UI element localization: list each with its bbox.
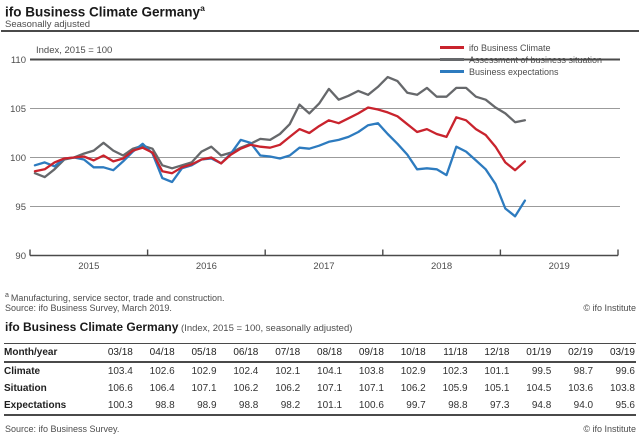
x-tick-label: 2017 [313, 261, 334, 272]
value-cell: 95.6 [594, 397, 636, 416]
value-cell: 98.2 [259, 397, 302, 416]
legend: ifo Business Climate Assessment of busin… [440, 43, 602, 77]
value-cell: 107.1 [191, 383, 217, 394]
value-cell: 98.8 [217, 397, 260, 416]
month-column-header: 06/18 [217, 343, 260, 363]
month-column-header: 10/18 [384, 343, 427, 363]
value-cell: 98.9 [175, 397, 218, 416]
value-cell: 100.6 [343, 397, 385, 416]
business-climate-chart: Index, 2015 = 100 110 105 100 95 90 2015… [10, 43, 620, 272]
value-cell: 104.5 [526, 383, 552, 394]
series-line-situation [33, 75, 527, 179]
x-tick-label: 2019 [549, 261, 570, 272]
month-column-header: 04/18 [133, 343, 176, 363]
value-cell: 103.8 [358, 366, 384, 377]
month-column-header: 12/18 [468, 343, 511, 363]
value-cell: 99.7 [384, 397, 427, 416]
chart-copyright: © ifo Institute [583, 303, 636, 313]
value-cell: 105.1 [484, 383, 510, 394]
month-column-header: 07/18 [259, 343, 302, 363]
y-tick-label: 100 [10, 153, 26, 164]
value-cell: 98.8 [133, 397, 176, 416]
page-subtitle: Seasonally adjusted [5, 19, 91, 30]
value-cell: 103.6 [568, 383, 594, 394]
title-footnote-marker: a [200, 3, 205, 13]
value-cell: 107.1 [358, 383, 384, 394]
month-column-header: 08/18 [301, 343, 344, 363]
page-title: ifo Business Climate Germanya [5, 3, 205, 20]
legend-label-situation: Assessment of business situation [469, 55, 602, 65]
value-cell: 102.9 [400, 366, 426, 377]
value-cell: 103.4 [107, 366, 133, 377]
value-cell: 102.1 [275, 366, 301, 377]
month-year-header: Month/year [4, 343, 92, 363]
value-cell: 102.6 [149, 366, 175, 377]
series-line-climate [33, 106, 527, 175]
value-cell: 101.1 [301, 397, 344, 416]
chart-footnote: a Manufacturing, service sector, trade an… [5, 292, 225, 303]
value-cell: 97.3 [468, 397, 511, 416]
series-line-expectations [33, 122, 527, 218]
value-cell: 105.9 [442, 383, 468, 394]
table-row-expectations: Expectations 100.3 98.8 98.9 98.8 98.2 101.1 10… [4, 397, 636, 416]
month-column-header: 11/18 [426, 343, 469, 363]
value-cell: 102.3 [442, 366, 468, 377]
x-tick-label: 2016 [196, 261, 217, 272]
x-tick-label: 2018 [431, 261, 452, 272]
month-column-header: 01/19 [510, 343, 553, 363]
axis-unit-note: Index, 2015 = 100 [36, 45, 112, 56]
value-cell: 98.7 [573, 366, 594, 377]
table-header-row: Month/year 03/18 04/18 05/18 06/18 07/18 08/18… [4, 343, 636, 363]
table-row-climate: Climate 103.4 102.6 102.9 102.4 102.1 104.1 103… [4, 362, 636, 380]
legend-label-expectations: Business expectations [469, 67, 559, 77]
y-tick-label: 90 [15, 251, 26, 262]
value-cell: 94.8 [510, 397, 553, 416]
value-cell: 99.6 [615, 366, 635, 377]
value-cell: 94.0 [552, 397, 595, 416]
value-cell: 107.1 [317, 383, 343, 394]
page-title-text: ifo Business Climate Germany [5, 4, 201, 20]
table-source: Source: ifo Business Survey. [5, 424, 120, 434]
footnote-marker: a [5, 292, 9, 299]
y-tick-label: 110 [11, 55, 26, 66]
value-cell: 106.2 [400, 383, 426, 394]
table-copyright: © ifo Institute [583, 424, 636, 434]
header-divider [1, 30, 639, 32]
value-cell: 98.8 [426, 397, 469, 416]
monthly-values-table: Month/year 03/18 04/18 05/18 06/18 07/18 08/18… [4, 343, 636, 416]
y-tick-label: 105 [10, 104, 26, 115]
value-cell: 102.4 [233, 366, 259, 377]
legend-label-climate: ifo Business Climate [469, 43, 551, 53]
month-column-header: 05/18 [175, 343, 218, 363]
value-cell: 102.9 [191, 366, 217, 377]
table-title-text: ifo Business Climate Germany [5, 320, 179, 334]
series-layer [33, 75, 527, 218]
value-cell: 106.2 [233, 383, 259, 394]
value-cell: 103.8 [609, 383, 635, 394]
month-column-header: 03/19 [594, 343, 636, 363]
value-cell: 100.3 [92, 397, 134, 416]
chart-source: Source: ifo Business Survey, March 2019. [5, 303, 172, 313]
x-tick-label: 2015 [78, 261, 99, 272]
value-cell: 106.2 [275, 383, 301, 394]
month-column-header: 09/18 [343, 343, 385, 363]
y-tick-label: 95 [15, 202, 26, 213]
row-label: Expectations [4, 397, 92, 416]
table-title-suffix: (Index, 2015 = 100, seasonally adjusted) [178, 323, 353, 334]
row-label: Climate [4, 366, 41, 377]
value-cell: 106.4 [149, 383, 175, 394]
month-column-header: 03/18 [92, 343, 134, 363]
value-cell: 104.1 [317, 366, 343, 377]
table-title: ifo Business Climate Germany (Index, 201… [5, 320, 352, 334]
month-column-header: 02/19 [552, 343, 595, 363]
value-cell: 99.5 [531, 366, 552, 377]
value-cell: 101.1 [484, 366, 510, 377]
footnote-text: Manufacturing, service sector, trade and… [10, 293, 225, 303]
table-row-situation: Situation 106.6 106.4 107.1 106.2 106.2 107.1 1… [4, 380, 636, 397]
row-label: Situation [4, 383, 47, 394]
value-cell: 106.6 [107, 383, 133, 394]
